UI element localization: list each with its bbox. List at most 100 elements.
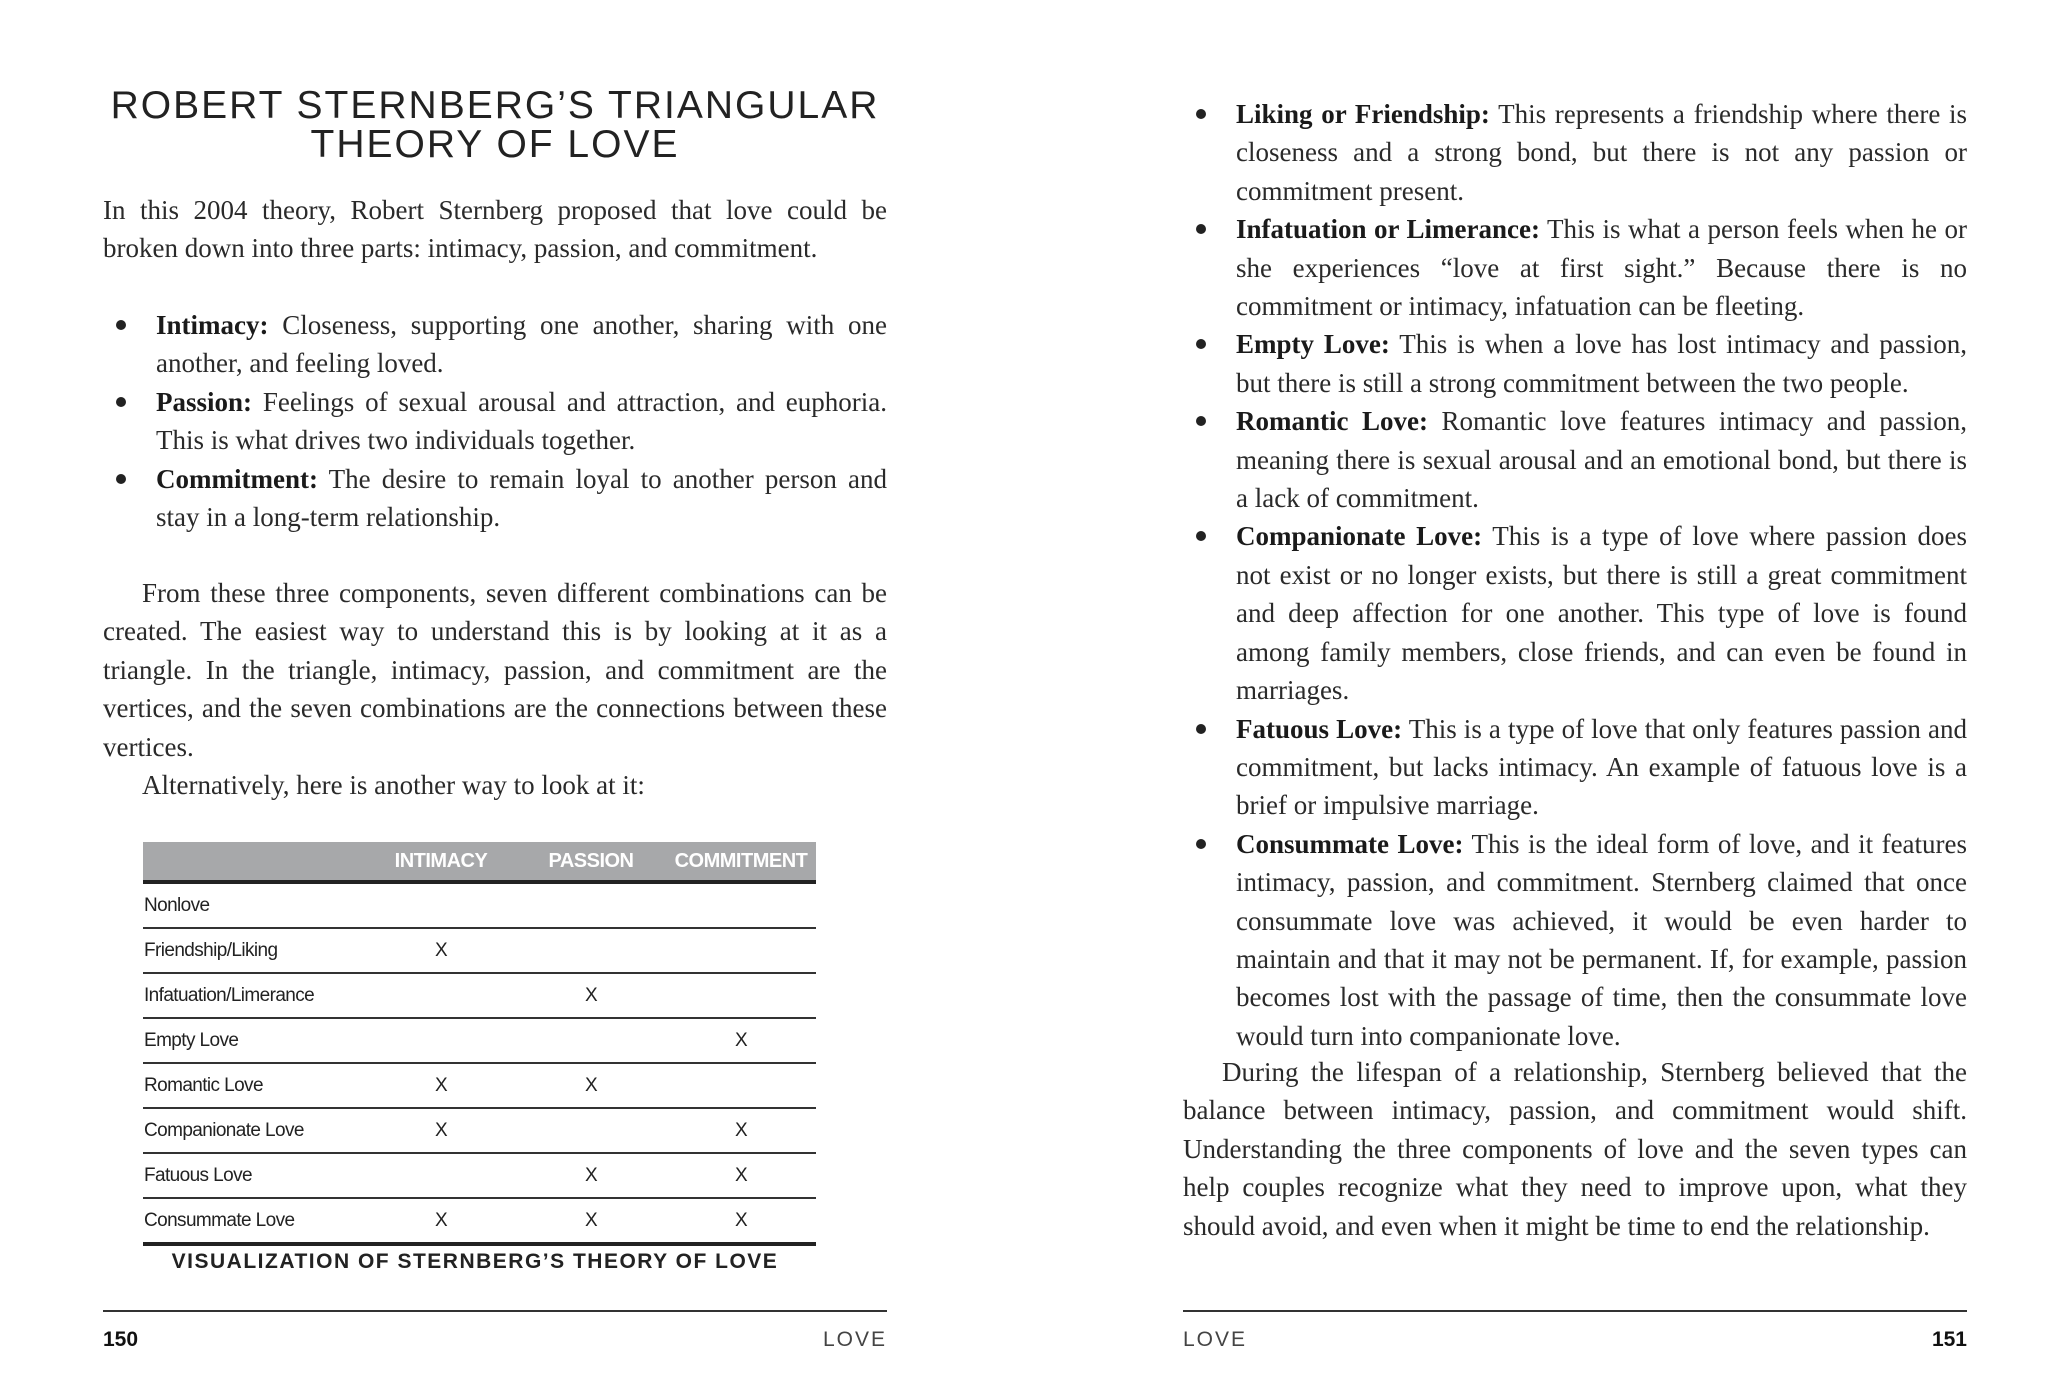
check-cell: X (516, 973, 666, 1019)
love-types-table: INTIMACY PASSION COMMITMENT Nonlove Frien… (143, 842, 816, 1246)
list-item: Infatuation or Limerance: This is what a… (1196, 210, 1967, 325)
bullet-icon (116, 320, 126, 330)
table-header-row: INTIMACY PASSION COMMITMENT (143, 842, 816, 884)
page-title: ROBERT STERNBERG’S TRIANGULAR THEORY OF … (103, 86, 887, 164)
bullet-icon (1196, 109, 1206, 119)
page-number-left: 150 (103, 1328, 139, 1351)
title-line-2: THEORY OF LOVE (310, 123, 680, 166)
check-cell (516, 928, 666, 974)
check-cell: X (366, 928, 516, 974)
row-label: Friendship/Liking (143, 928, 366, 974)
running-head-right: LOVE (1183, 1328, 1248, 1351)
bullet-icon (1196, 838, 1206, 849)
header-blank (143, 842, 366, 884)
term: Fatuous Love: (1236, 713, 1403, 744)
check-cell: X (366, 1108, 516, 1154)
check-cell (666, 973, 816, 1019)
term: Intimacy: (156, 310, 269, 340)
check-cell: X (516, 1153, 666, 1199)
list-item: Romantic Love: Romantic love features in… (1196, 402, 1967, 517)
check-cell: X (666, 1198, 816, 1246)
love-types-list: Liking or Friendship: This represents a … (1196, 95, 1967, 1055)
table-row: Empty Love X (143, 1018, 816, 1064)
check-cell (666, 882, 816, 929)
term: Commitment: (156, 463, 318, 494)
header-intimacy: INTIMACY (366, 842, 516, 884)
row-label: Companionate Love (143, 1108, 366, 1154)
bullet-icon (1196, 723, 1206, 734)
term: Empty Love: (1236, 329, 1390, 360)
table-row: Friendship/Liking X (143, 928, 816, 974)
right-closing: During the lifespan of a relationship, S… (1183, 1053, 1967, 1245)
check-cell: X (366, 1198, 516, 1246)
definition: This is the ideal form of love, and it f… (1236, 828, 1968, 1051)
list-item: Empty Love: This is when a love has lost… (1196, 325, 1967, 402)
row-label: Fatuous Love (143, 1153, 366, 1199)
check-cell (666, 1063, 816, 1109)
term: Romantic Love: (1236, 406, 1428, 437)
check-cell: X (666, 1108, 816, 1154)
left-column: In this 2004 theory, Robert Sternberg pr… (103, 191, 887, 268)
term: Companionate Love: (1236, 521, 1483, 552)
combinations-paragraph: From these three components, seven diffe… (103, 578, 887, 762)
definition: The desire to remain loyal to another pe… (156, 463, 888, 533)
table-row: Fatuous Love X X (143, 1153, 816, 1199)
bullet-icon (1196, 416, 1206, 427)
components-list: Intimacy: Closeness, supporting one anot… (116, 306, 887, 536)
row-label: Nonlove (143, 882, 366, 929)
check-cell: X (666, 1153, 816, 1199)
bullet-icon (116, 396, 126, 407)
check-cell (516, 882, 666, 929)
alternative-paragraph: Alternatively, here is another way to lo… (142, 770, 645, 801)
check-cell: X (516, 1198, 666, 1246)
list-item: Liking or Friendship: This represents a … (1196, 95, 1967, 210)
definition: Feelings of sexual arousal and attractio… (156, 386, 888, 456)
bullet-icon (116, 473, 126, 484)
term: Consummate Love: (1236, 828, 1464, 859)
table-row: Infatuation/Limerance X (143, 973, 816, 1019)
bullet-icon (1196, 531, 1206, 542)
check-cell (516, 1018, 666, 1064)
table-row: Romantic Love X X (143, 1063, 816, 1109)
list-item: Passion: Feelings of sexual arousal and … (116, 383, 887, 460)
header-commitment: COMMITMENT (666, 842, 816, 884)
check-cell: X (516, 1063, 666, 1109)
running-head-left: LOVE (822, 1328, 887, 1351)
row-label: Empty Love (143, 1018, 366, 1064)
table-row: Companionate Love X X (143, 1108, 816, 1154)
definition: This represents a friendship where there… (1236, 99, 1967, 206)
table-row: Consummate Love X X X (143, 1198, 816, 1246)
table-caption: VISUALIZATION OF STERNBERG’S THEORY OF L… (171, 1250, 779, 1273)
footer-rule (1183, 1310, 1967, 1312)
definition: This is a type of love where passion doe… (1236, 521, 1968, 706)
list-item: Fatuous Love: This is a type of love tha… (1196, 710, 1967, 825)
row-label: Infatuation/Limerance (143, 973, 366, 1019)
definition: Romantic love features intimacy and pass… (1236, 406, 1968, 514)
header-passion: PASSION (516, 842, 666, 884)
term: Liking or Friendship: (1236, 99, 1490, 129)
check-cell (366, 1153, 516, 1199)
list-item: Intimacy: Closeness, supporting one anot… (116, 306, 887, 383)
table-row: Nonlove (143, 882, 816, 929)
definition: This is what a person feels when he or s… (1236, 214, 1967, 322)
row-label: Romantic Love (143, 1063, 366, 1109)
check-cell (366, 973, 516, 1019)
definition: This is a type of love that only feature… (1236, 713, 1968, 821)
check-cell (666, 928, 816, 974)
bullet-icon (1196, 339, 1206, 350)
definition: This is when a love has lost intimacy an… (1236, 329, 1967, 398)
title-line-1: ROBERT STERNBERG’S TRIANGULAR (110, 84, 880, 127)
closing-paragraph: During the lifespan of a relationship, S… (1183, 1057, 1967, 1241)
row-label: Consummate Love (143, 1198, 366, 1246)
page-number-right: 151 (1931, 1328, 1967, 1351)
check-cell (366, 1018, 516, 1064)
bullet-icon (1196, 224, 1206, 235)
check-cell (366, 882, 516, 929)
intro-paragraph: In this 2004 theory, Robert Sternberg pr… (103, 195, 887, 264)
list-item: Consummate Love: This is the ideal form … (1196, 825, 1967, 1055)
check-cell: X (666, 1018, 816, 1064)
footer-rule (103, 1310, 887, 1312)
term: Infatuation or Limerance: (1236, 214, 1540, 245)
definition: Closeness, supporting one another, shari… (156, 310, 888, 379)
list-item: Commitment: The desire to remain loyal t… (116, 460, 887, 537)
